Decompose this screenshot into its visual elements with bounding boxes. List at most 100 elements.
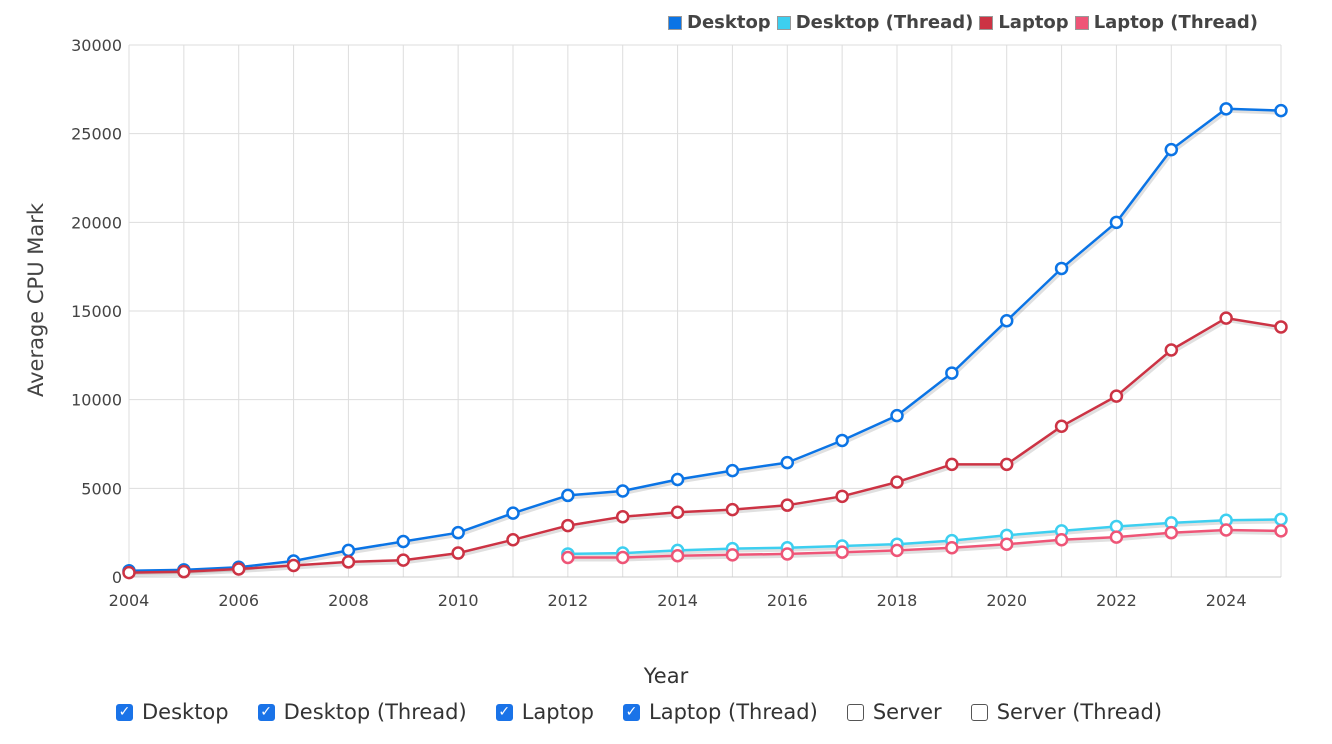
data-point[interactable] [890, 408, 904, 423]
data-point[interactable] [231, 562, 246, 576]
data-point[interactable] [945, 540, 959, 555]
data-point[interactable] [561, 488, 575, 503]
toggle-desktop[interactable]: ✓ Desktop [116, 700, 229, 724]
x-tick-label: 2024 [1206, 591, 1247, 610]
legend-label-laptop-thread: Laptop (Thread) [1093, 12, 1258, 33]
series-line-shadow [569, 520, 1283, 558]
series-line-desktop-thread [567, 518, 1282, 556]
legend-item-desktop[interactable]: Desktop [668, 12, 771, 33]
data-point[interactable] [1274, 512, 1288, 527]
data-point[interactable] [615, 550, 630, 565]
x-tick-label: 2020 [986, 591, 1027, 610]
data-point[interactable] [615, 484, 630, 498]
series-points [122, 102, 1288, 580]
data-point[interactable] [451, 546, 465, 560]
data-point[interactable] [1274, 103, 1288, 118]
data-point[interactable] [1164, 525, 1179, 540]
data-point[interactable] [890, 475, 904, 489]
data-point[interactable] [561, 518, 575, 533]
y-axis-title: Average CPU Mark [24, 202, 48, 397]
data-point[interactable] [835, 545, 849, 559]
data-point[interactable] [1109, 389, 1124, 403]
data-point[interactable] [780, 455, 795, 470]
data-point[interactable] [122, 565, 136, 580]
y-tick-label: 20000 [71, 213, 122, 232]
data-point[interactable] [725, 502, 740, 517]
data-point[interactable] [561, 550, 575, 565]
x-axis-title: Year [643, 664, 689, 688]
toggle-desktop-thread[interactable]: ✓ Desktop (Thread) [257, 700, 467, 724]
legend-item-laptop[interactable]: Laptop [979, 12, 1069, 33]
x-tick-label: 2008 [328, 591, 369, 610]
data-point[interactable] [670, 505, 685, 520]
x-tick-label: 2010 [438, 591, 479, 610]
data-point[interactable] [725, 463, 740, 478]
legend-item-laptop-thread[interactable]: Laptop (Thread) [1074, 12, 1258, 33]
data-point[interactable] [1054, 533, 1069, 547]
y-tick-label: 30000 [71, 36, 122, 55]
chart-legend: Desktop Desktop (Thread) Laptop Laptop (… [668, 12, 1264, 33]
data-point[interactable] [1274, 320, 1288, 334]
series-line-shadow [130, 109, 1283, 575]
data-point[interactable] [670, 548, 685, 563]
checkbox-desktop[interactable]: ✓ [116, 703, 133, 721]
data-point[interactable] [1164, 343, 1179, 357]
x-tick-label: 2006 [218, 591, 259, 610]
data-point[interactable] [725, 548, 740, 562]
x-tick-label: 2014 [657, 591, 698, 610]
toggle-server-thread[interactable]: Server (Thread) [970, 700, 1162, 724]
data-point[interactable] [396, 534, 411, 549]
y-tick-label: 25000 [71, 125, 122, 144]
checkbox-desktop-thread[interactable]: ✓ [257, 703, 275, 721]
data-point[interactable] [177, 564, 191, 579]
data-point[interactable] [1274, 524, 1288, 538]
data-point[interactable] [286, 558, 301, 573]
data-point[interactable] [999, 537, 1014, 551]
checkbox-server[interactable] [846, 703, 864, 721]
data-point[interactable] [1219, 523, 1233, 537]
data-point[interactable] [890, 543, 904, 558]
data-point[interactable] [999, 457, 1014, 472]
y-tick-label: 0 [112, 568, 122, 587]
data-point[interactable] [1054, 261, 1069, 276]
toggle-label-desktop: Desktop [142, 700, 229, 724]
grid-lines [128, 44, 1282, 578]
legend-item-desktop-thread[interactable]: Desktop (Thread) [776, 12, 974, 33]
data-point[interactable] [341, 543, 356, 558]
toggle-laptop-thread[interactable]: ✓ Laptop (Thread) [623, 700, 818, 724]
checkbox-laptop[interactable]: ✓ [495, 703, 513, 721]
data-point[interactable] [451, 525, 465, 540]
legend-swatch-desktop-thread [776, 15, 791, 30]
data-point[interactable] [1109, 215, 1124, 230]
checkbox-laptop-thread[interactable]: ✓ [623, 703, 641, 721]
data-point[interactable] [396, 553, 411, 567]
data-point[interactable] [780, 547, 795, 561]
legend-label-desktop-thread: Desktop (Thread) [795, 12, 974, 33]
data-point[interactable] [945, 457, 959, 472]
data-point[interactable] [1219, 311, 1233, 325]
toggle-server[interactable]: Server [846, 700, 942, 724]
data-point[interactable] [1109, 519, 1124, 534]
data-point[interactable] [1164, 142, 1179, 157]
series-lines [128, 107, 1283, 577]
data-point[interactable] [615, 509, 630, 524]
data-point[interactable] [341, 555, 356, 569]
data-point[interactable] [1109, 530, 1124, 544]
y-tick-label: 10000 [71, 391, 122, 410]
toggle-laptop[interactable]: ✓ Laptop [495, 700, 594, 724]
data-point[interactable] [999, 314, 1014, 328]
data-point[interactable] [780, 498, 795, 512]
data-point[interactable] [1054, 419, 1069, 434]
y-tick-label: 5000 [81, 479, 122, 498]
data-point[interactable] [835, 489, 849, 504]
data-point[interactable] [945, 366, 959, 380]
data-point[interactable] [1219, 102, 1233, 116]
y-tick-labels: 0 5000 10000 15000 20000 25000 30000 [71, 36, 122, 587]
data-point[interactable] [835, 433, 849, 448]
x-tick-label: 2018 [877, 591, 918, 610]
checkbox-server-thread[interactable] [970, 703, 988, 721]
data-point[interactable] [506, 506, 520, 520]
data-point[interactable] [506, 533, 520, 547]
data-point[interactable] [670, 472, 685, 487]
